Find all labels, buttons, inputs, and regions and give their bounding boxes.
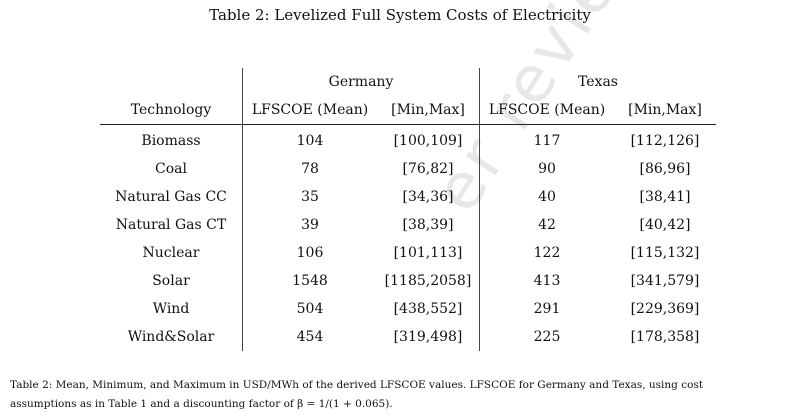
table-row: Nuclear 106 [101,113] 122 [115,132]	[100, 239, 716, 267]
cell-technology: Solar	[152, 273, 190, 289]
cell-germany-mean: 104	[242, 124, 377, 155]
cell-technology: Biomass	[141, 133, 201, 149]
cell-germany-range: [100,109]	[393, 133, 463, 149]
col-header-technology: Technology	[100, 96, 243, 125]
cell-germany-range: [101,113]	[393, 245, 463, 261]
cell-texas-mean: 122	[479, 239, 614, 267]
cell-germany-mean: 454	[242, 323, 377, 351]
cell-texas-range: [38,41]	[639, 189, 691, 205]
cell-germany-range: [38,39]	[402, 217, 454, 233]
cell-texas-mean: 291	[479, 295, 614, 323]
table-row: Biomass 104 [100,109] 117 [112,126]	[100, 124, 716, 155]
table-row: Coal 78 [76,82] 90 [86,96]	[100, 155, 716, 183]
table-body: Biomass 104 [100,109] 117 [112,126] Coal…	[100, 124, 716, 351]
group-header-germany: Germany	[242, 68, 480, 96]
cell-germany-mean: 39	[242, 211, 377, 239]
cell-germany-mean: 35	[242, 183, 377, 211]
cell-texas-mean: 225	[479, 323, 614, 351]
table-row: Solar 1548 [1185,2058] 413 [341,579]	[100, 267, 716, 295]
caption-line-1: Table 2: Mean, Minimum, and Maximum in U…	[10, 379, 704, 391]
table-row: Wind 504 [438,552] 291 [229,369]	[100, 295, 716, 323]
cell-germany-mean: 106	[242, 239, 377, 267]
caption-line-2: assumptions as in Table 1 and a discount…	[10, 398, 393, 410]
group-header-empty	[100, 68, 243, 96]
cell-texas-range: [86,96]	[639, 161, 691, 177]
cell-technology: Nuclear	[142, 245, 200, 261]
cell-germany-mean: 504	[242, 295, 377, 323]
cell-texas-range: [341,579]	[630, 273, 700, 289]
cell-germany-range: [1185,2058]	[384, 273, 472, 289]
table-caption: Table 2: Mean, Minimum, and Maximum in U…	[10, 376, 795, 414]
cost-table: Germany Texas Technology LFSCOE (Mean) […	[100, 68, 716, 351]
col-header-texas-mean: LFSCOE (Mean)	[479, 96, 614, 125]
cell-texas-mean: 413	[479, 267, 614, 295]
table-row: Wind&Solar 454 [319,498] 225 [178,358]	[100, 323, 716, 351]
cell-technology: Natural Gas CT	[115, 217, 227, 233]
cell-germany-mean: 78	[242, 155, 377, 183]
cell-technology: Natural Gas CC	[115, 189, 227, 205]
col-header-germany-range: [Min,Max]	[377, 96, 480, 125]
cell-texas-mean: 40	[479, 183, 614, 211]
group-header-texas: Texas	[479, 68, 716, 96]
cell-technology: Coal	[155, 161, 187, 177]
cell-texas-range: [115,132]	[630, 245, 700, 261]
cell-germany-mean: 1548	[242, 267, 377, 295]
table-row: Natural Gas CC 35 [34,36] 40 [38,41]	[100, 183, 716, 211]
column-header-row: Technology LFSCOE (Mean) [Min,Max] LFSCO…	[100, 96, 716, 125]
group-header-row: Germany Texas	[100, 68, 716, 96]
cell-germany-range: [34,36]	[402, 189, 454, 205]
cell-texas-range: [40,42]	[639, 217, 691, 233]
col-header-germany-mean: LFSCOE (Mean)	[242, 96, 377, 125]
col-header-texas-range: [Min,Max]	[614, 96, 716, 125]
cell-technology: Wind	[152, 301, 190, 317]
cell-germany-range: [319,498]	[393, 329, 463, 345]
cell-texas-range: [112,126]	[630, 133, 700, 149]
table-row: Natural Gas CT 39 [38,39] 42 [40,42]	[100, 211, 716, 239]
cell-texas-mean: 117	[479, 124, 614, 155]
cell-texas-mean: 90	[479, 155, 614, 183]
cell-technology: Wind&Solar	[127, 329, 215, 345]
cell-germany-range: [76,82]	[402, 161, 454, 177]
cell-germany-range: [438,552]	[393, 301, 463, 317]
cell-texas-range: [229,369]	[630, 301, 700, 317]
table-title: Table 2: Levelized Full System Costs of …	[209, 6, 591, 24]
cell-texas-mean: 42	[479, 211, 614, 239]
cell-texas-range: [178,358]	[630, 329, 700, 345]
